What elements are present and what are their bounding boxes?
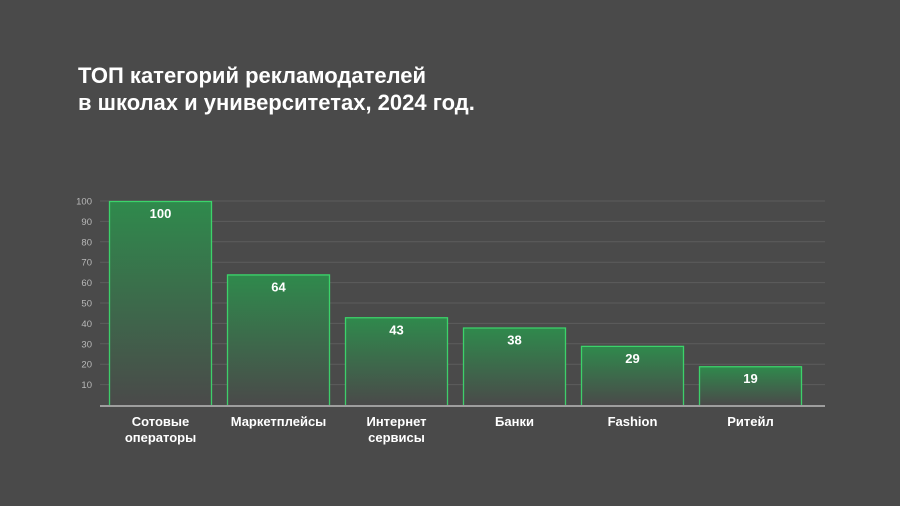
value-label-2: 43 bbox=[389, 322, 403, 337]
gridlines bbox=[100, 200, 825, 386]
bar-outline-2 bbox=[344, 317, 449, 405]
bar-outline-5 bbox=[698, 366, 803, 405]
bar-outline-4 bbox=[580, 345, 685, 405]
y-tick-label: 10 bbox=[81, 380, 92, 391]
y-tick-label: 90 bbox=[81, 217, 92, 228]
category-label-0-line-1: операторы bbox=[125, 430, 196, 445]
y-tick-label: 50 bbox=[81, 299, 92, 310]
y-tick-label: 70 bbox=[81, 258, 92, 269]
y-tick-label: 20 bbox=[81, 360, 92, 371]
value-labels: 100 64 43 38 29 19 bbox=[150, 206, 758, 386]
y-tick-label: 100 bbox=[76, 197, 92, 208]
bar-outline-0 bbox=[108, 200, 213, 405]
category-label-5-line-0: Ритейл bbox=[727, 414, 774, 429]
value-label-5: 19 bbox=[743, 371, 757, 386]
chart-title: ТОП категорий рекламодателей в школах и … bbox=[78, 62, 778, 116]
bars bbox=[108, 200, 803, 405]
bar-2 bbox=[345, 317, 448, 405]
value-label-4: 29 bbox=[625, 351, 639, 366]
bar-outline-1 bbox=[226, 274, 331, 405]
bar-5 bbox=[699, 366, 802, 405]
value-label-3: 38 bbox=[507, 332, 521, 347]
value-label-0: 100 bbox=[150, 206, 172, 221]
bar-outline-3 bbox=[462, 327, 567, 405]
chart-title-line-1: ТОП категорий рекламодателей bbox=[78, 63, 427, 88]
category-label-0-line-0: Сотовые bbox=[132, 414, 189, 429]
y-tick-label: 30 bbox=[81, 339, 92, 350]
category-label-2-line-0: Интернет bbox=[366, 414, 426, 429]
bar-3 bbox=[463, 327, 566, 405]
bar-4 bbox=[581, 345, 684, 405]
value-label-1: 64 bbox=[271, 279, 286, 294]
category-label-4-line-0: Fashion bbox=[608, 414, 658, 429]
y-tick-label: 60 bbox=[81, 278, 92, 289]
y-tick-label: 80 bbox=[81, 237, 92, 248]
category-label-1-line-0: Маркетплейсы bbox=[231, 414, 327, 429]
category-label-2-line-1: сервисы bbox=[368, 430, 425, 445]
chart-title-line-2: в школах и университетах, 2024 год. bbox=[78, 90, 475, 115]
bar-1 bbox=[227, 274, 330, 405]
bar-0 bbox=[109, 201, 212, 405]
y-axis-ticks: 10 20 30 40 50 60 70 80 90 100 bbox=[76, 197, 92, 392]
category-label-3-line-0: Банки bbox=[495, 414, 534, 429]
y-tick-label: 40 bbox=[81, 319, 92, 330]
